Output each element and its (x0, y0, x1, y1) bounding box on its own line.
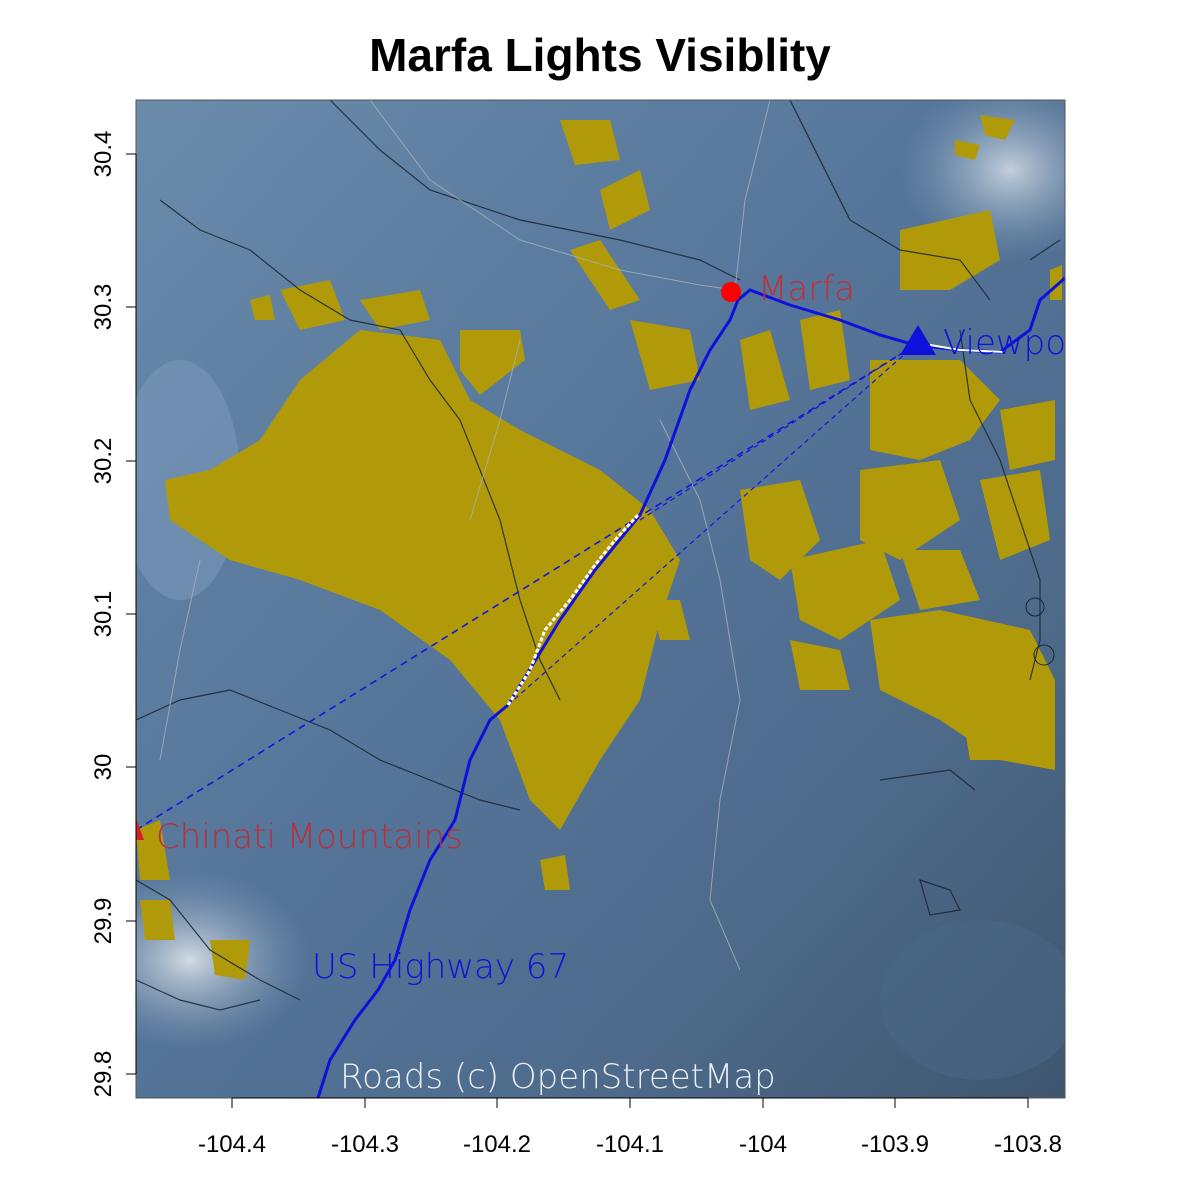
x-tick-label: -103.8 (994, 1131, 1062, 1158)
terrain-shade-se (880, 920, 1065, 1080)
x-tick-label: -103.9 (861, 1131, 929, 1158)
terrain-highlight-sw (136, 870, 310, 1050)
y-tick-label: 29.9 (90, 898, 117, 945)
x-tick-label: -104 (739, 1131, 787, 1158)
attribution-text: Roads (c) OpenStreetMap (340, 1057, 776, 1097)
x-tick-label: -104.3 (331, 1131, 399, 1158)
visible-highway-segment (506, 513, 640, 706)
x-tick-label: -104.1 (596, 1131, 664, 1158)
contour-lines (136, 100, 1061, 1011)
visible-highway-segment-east (929, 344, 1006, 353)
y-axis: 30.4 30.3 30.2 30.1 30 29.9 29.8 (90, 131, 137, 1098)
marfa-label: Marfa (758, 269, 855, 309)
sight-lines (136, 344, 916, 831)
y-tick-label: 30.2 (90, 438, 117, 485)
chinati-label: Chinati Mountains (156, 817, 463, 857)
map-title: Marfa Lights Visiblity (369, 29, 831, 81)
y-tick-label: 30.1 (90, 591, 117, 638)
minor-roads (159, 100, 771, 971)
highway-label: US Highway 67 (312, 947, 569, 987)
y-tick-label: 30 (90, 754, 117, 781)
chinati-marker[interactable] (128, 818, 144, 840)
visibility-areas (136, 115, 1062, 980)
x-tick-label: -104.2 (463, 1131, 531, 1158)
viewpoint-label: Viewpo (943, 323, 1066, 363)
marfa-marker[interactable] (721, 282, 741, 302)
map-panel[interactable] (70, 80, 1120, 1098)
y-tick-label: 29.8 (90, 1051, 117, 1098)
contour-ring (1033, 644, 1055, 666)
y-tick-label: 30.4 (90, 131, 117, 178)
terrain-highlight-ne (900, 100, 1065, 260)
x-axis: -104.4 -104.3 -104.2 -104.1 -104 -103.9 … (198, 1097, 1062, 1158)
contour-ring (1025, 597, 1045, 617)
y-tick-label: 30.3 (90, 284, 117, 331)
x-tick-label: -104.4 (198, 1131, 266, 1158)
viewpoint-marker[interactable] (900, 325, 936, 355)
